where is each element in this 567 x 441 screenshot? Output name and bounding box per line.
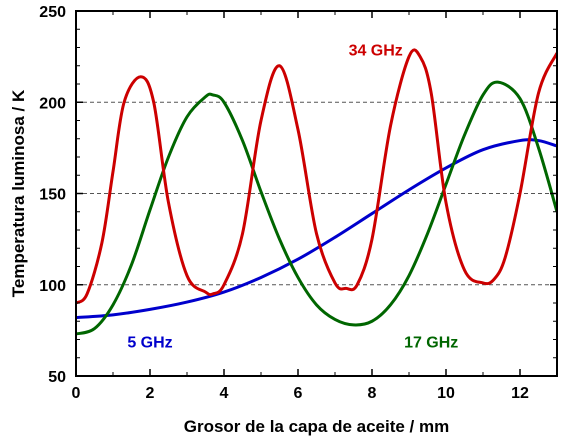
y-tick-label-50: 50 <box>48 369 66 386</box>
series-lines <box>76 48 557 336</box>
grid-lines <box>76 101 557 286</box>
x-tick-label-6: 6 <box>294 385 303 402</box>
x-tick-label-0: 0 <box>72 385 81 402</box>
series-label-34-ghz: 34 GHz <box>349 42 403 59</box>
series-line-5-ghz <box>76 138 557 320</box>
series-line-34-ghz <box>76 48 557 305</box>
y-tick-label-250: 250 <box>39 4 66 21</box>
x-tick-label-4: 4 <box>220 385 229 402</box>
y-tick-label-200: 200 <box>39 95 66 112</box>
x-axis-label: Grosor de la capa de aceite / mm <box>184 417 450 436</box>
axis-ticks: 50 100 150 200 250 0 2 4 6 8 10 12 <box>39 4 557 402</box>
series-label-17-ghz: 17 GHz <box>404 334 458 351</box>
series-labels: 5 GHz 17 GHz 34 GHz <box>127 42 458 351</box>
x-tick-label-8: 8 <box>368 385 377 402</box>
x-tick-label-2: 2 <box>146 385 155 402</box>
x-tick-label-12: 12 <box>511 385 529 402</box>
series-line-17-ghz <box>76 80 557 336</box>
y-tick-label-150: 150 <box>39 187 66 204</box>
y-axis-label: Temperatura luminosa / K <box>9 89 28 297</box>
y-tick-label-100: 100 <box>39 278 66 295</box>
x-tick-label-10: 10 <box>437 385 455 402</box>
series-label-5-ghz: 5 GHz <box>127 334 172 351</box>
